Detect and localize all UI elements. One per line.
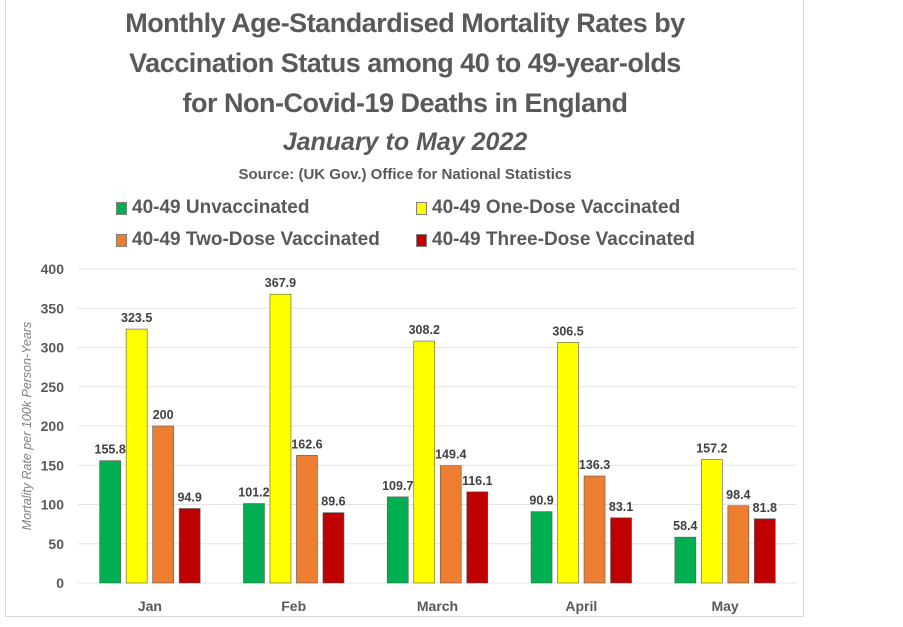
bar-40-49-three-dose-vaccinated-march: [466, 491, 489, 584]
y-tick-label: 350: [41, 300, 65, 316]
data-label: 58.4: [673, 519, 697, 533]
data-label: 155.8: [95, 443, 126, 457]
bar-40-49-unvaccinated-april: [530, 511, 553, 584]
y-tick-label: 150: [41, 457, 65, 473]
chart-title-line-1: Monthly Age-Standardised Mortality Rates…: [125, 8, 685, 38]
data-label: 308.2: [409, 323, 440, 337]
bar-40-49-two-dose-vaccinated-jan: [152, 425, 174, 584]
legend-swatch-unvaccinated: [116, 201, 127, 215]
bar-40-49-two-dose-vaccinated-march: [439, 465, 462, 584]
x-axis-categories: Jan Feb March April May: [138, 598, 739, 614]
data-label: 200: [153, 408, 174, 422]
bar-40-49-one-dose-vaccinated-may: [701, 459, 723, 584]
data-label: 323.5: [121, 311, 152, 325]
legend-item-one-dose: 40-49 One-Dose Vaccinated: [416, 197, 680, 219]
data-label: 98.4: [726, 488, 750, 502]
chart-title-line-2: Vaccination Status among 40 to 49-year-o…: [129, 48, 681, 78]
data-label: 162.6: [291, 437, 322, 451]
data-label: 94.9: [177, 491, 201, 505]
data-label: 81.8: [753, 501, 777, 515]
x-category-label: March: [417, 598, 458, 614]
legend-label-one-dose: 40-49 One-Dose Vaccinated: [432, 197, 681, 218]
legend-item-unvaccinated: 40-49 Unvaccinated: [116, 197, 309, 219]
legend-swatch-one-dose: [416, 201, 427, 215]
legend-swatch-three-dose: [416, 233, 427, 247]
bar-40-49-unvaccinated-may: [674, 536, 697, 584]
y-axis-ticks: 0 50 100 150 200 250 300 350 400: [41, 261, 65, 591]
legend-label-three-dose: 40-49 Three-Dose Vaccinated: [432, 229, 695, 250]
x-category-label: Feb: [281, 598, 306, 614]
bar-40-49-one-dose-vaccinated-jan: [125, 328, 148, 584]
bar-40-49-three-dose-vaccinated-april: [610, 517, 632, 584]
y-tick-label: 300: [41, 340, 65, 356]
data-label: 89.6: [321, 495, 345, 509]
data-label: 306.5: [552, 324, 583, 338]
data-label: 90.9: [529, 494, 553, 508]
legend-swatch-two-dose: [116, 233, 127, 247]
y-tick-label: 250: [41, 379, 65, 395]
data-label: 136.3: [579, 458, 610, 472]
y-tick-label: 50: [48, 536, 64, 552]
bar-40-49-one-dose-vaccinated-march: [413, 340, 436, 584]
legend-item-two-dose: 40-49 Two-Dose Vaccinated: [116, 229, 380, 251]
chart-subtitle: January to May 2022: [282, 128, 528, 156]
bar-40-49-two-dose-vaccinated-april: [583, 475, 606, 584]
y-tick-label: 400: [41, 261, 65, 277]
bars: [99, 293, 776, 584]
bar-40-49-three-dose-vaccinated-jan: [178, 508, 201, 584]
y-axis-label: Mortality Rate per 100k Person-Years: [20, 322, 34, 530]
y-tick-label: 200: [41, 418, 65, 434]
data-label: 149.4: [435, 448, 466, 462]
chart-title-line-3: for Non-Covid-19 Deaths in England: [182, 88, 628, 118]
legend-label-two-dose: 40-49 Two-Dose Vaccinated: [132, 229, 380, 250]
bar-40-49-one-dose-vaccinated-feb: [269, 293, 292, 584]
data-label: 367.9: [265, 276, 296, 290]
legend-label-unvaccinated: 40-49 Unvaccinated: [132, 197, 310, 218]
data-label: 101.2: [238, 486, 269, 500]
data-label: 109.7: [382, 479, 413, 493]
bar-40-49-three-dose-vaccinated-feb: [322, 512, 345, 584]
bar-40-49-three-dose-vaccinated-may: [754, 518, 776, 584]
x-category-label: April: [565, 598, 597, 614]
bar-40-49-unvaccinated-feb: [243, 503, 265, 584]
bar-40-49-two-dose-vaccinated-may: [727, 505, 750, 584]
data-labels: 155.8 323.5 200 94.9 101.2 367.9 162.6 89.6 109.…: [95, 276, 778, 533]
bar-40-49-two-dose-vaccinated-feb: [296, 455, 318, 584]
data-label: 157.2: [696, 442, 727, 456]
bar-40-49-one-dose-vaccinated-april: [557, 342, 579, 584]
chart-source: Source: (UK Gov.) Office for National St…: [238, 166, 572, 183]
data-label: 83.1: [609, 500, 633, 514]
x-category-label: Jan: [138, 598, 162, 614]
bar-40-49-unvaccinated-march: [386, 496, 409, 584]
bar-40-49-unvaccinated-jan: [99, 460, 121, 584]
data-label: 116.1: [462, 474, 493, 488]
y-tick-label: 0: [56, 575, 64, 591]
legend-item-three-dose: 40-49 Three-Dose Vaccinated: [416, 229, 695, 251]
y-tick-label: 100: [41, 497, 65, 513]
x-category-label: May: [711, 598, 738, 614]
